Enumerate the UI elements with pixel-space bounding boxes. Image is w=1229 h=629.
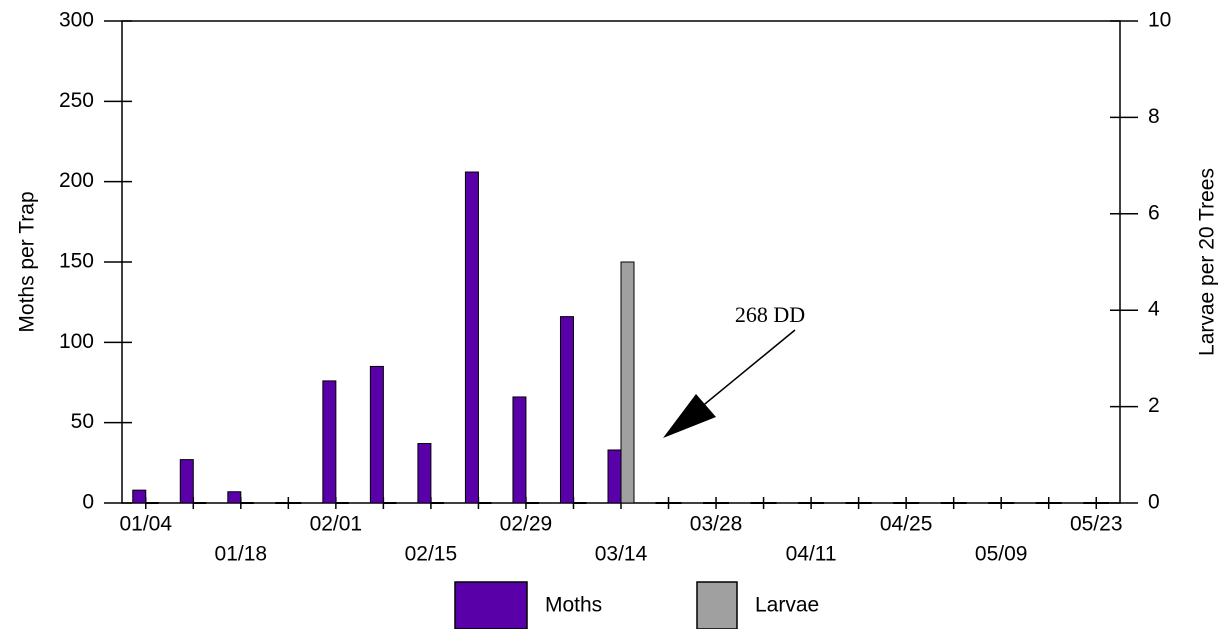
bar [240, 502, 254, 504]
bar [750, 502, 764, 504]
x-tick-label: 01/18 [215, 543, 268, 566]
bar [906, 502, 920, 504]
y-tick-label: 300 [59, 9, 94, 32]
x-tick-label: 05/09 [975, 543, 1028, 566]
bar [193, 502, 207, 504]
y2-tick-label: 0 [1148, 491, 1160, 514]
bar [940, 502, 954, 504]
bar [1035, 502, 1049, 504]
bar [716, 502, 730, 504]
arrow-shaft [699, 329, 796, 409]
legend-swatch [454, 581, 528, 629]
bar [132, 489, 147, 504]
bar [417, 443, 432, 504]
bar [1048, 502, 1062, 504]
x-tick-label: 02/01 [310, 513, 363, 536]
y2-tick-label: 2 [1148, 394, 1160, 417]
y2-tick-label: 10 [1148, 9, 1171, 32]
bar [179, 459, 194, 504]
bar [1083, 502, 1097, 504]
bar [620, 261, 635, 504]
x-tick-label: 03/14 [595, 543, 648, 566]
bar [763, 502, 777, 504]
bar [335, 502, 349, 504]
legend-swatch [696, 581, 738, 629]
y-tick-label: 50 [71, 410, 94, 433]
bar [383, 502, 397, 504]
bar [573, 502, 587, 504]
arrow-head [663, 394, 716, 438]
y2-tick-label: 4 [1148, 298, 1160, 321]
bar [953, 502, 967, 504]
bar [478, 502, 492, 504]
bar [275, 502, 289, 504]
annotation: 268 DD [735, 302, 805, 327]
legend-label: Larvae [755, 594, 819, 617]
x-tick-label: 01/04 [119, 513, 172, 536]
y-tick-label: 150 [59, 250, 94, 273]
bar [288, 502, 302, 504]
bar [668, 502, 682, 504]
bar [1096, 502, 1110, 504]
x-tick-label: 05/23 [1070, 513, 1123, 536]
y-axis-label: Moths per Trap [16, 191, 39, 332]
y2-tick-label: 6 [1148, 201, 1160, 224]
bar [464, 171, 479, 504]
x-tick-label: 02/15 [405, 543, 458, 566]
x-tick-label: 04/25 [880, 513, 933, 536]
x-tick-label: 03/28 [690, 513, 743, 536]
bar [1001, 502, 1015, 504]
bar [845, 502, 859, 504]
x-tick-label: 02/29 [500, 513, 553, 536]
bar [893, 502, 907, 504]
legend-label: Moths [545, 594, 602, 617]
bar [369, 365, 384, 504]
bar [703, 502, 717, 504]
x-tick-label: 04/11 [786, 543, 837, 566]
bar [811, 502, 825, 504]
bar [145, 502, 159, 504]
bar [525, 502, 539, 504]
bar [559, 316, 574, 504]
bar [858, 502, 872, 504]
bar [655, 502, 669, 504]
y-tick-label: 100 [59, 330, 94, 353]
bar [607, 449, 622, 504]
y2-axis-label: Larvae per 20 Trees [1196, 168, 1219, 356]
y-tick-label: 250 [59, 89, 94, 112]
bar [988, 502, 1002, 504]
bar [227, 491, 242, 504]
y-tick-label: 0 [82, 491, 94, 514]
bar [512, 396, 527, 504]
bar [798, 502, 812, 504]
bar [322, 380, 337, 504]
y-tick-label: 200 [59, 169, 94, 192]
bar [430, 502, 444, 504]
y2-tick-label: 8 [1148, 105, 1160, 128]
